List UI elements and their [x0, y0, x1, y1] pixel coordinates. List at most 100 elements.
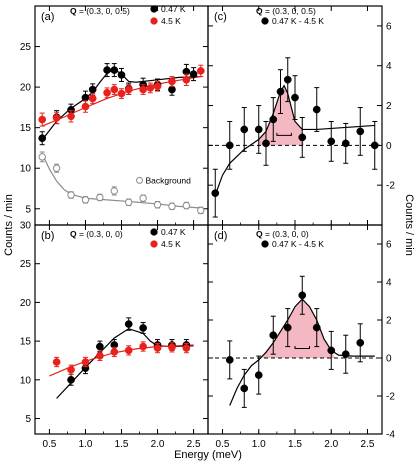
panel-b-legend-label: 0.47 K	[161, 227, 186, 237]
panel-b-xtick-label: 2.5	[187, 439, 201, 450]
panel-a-ytick-label: 10	[20, 164, 32, 175]
panel-a-point	[146, 84, 155, 92]
panel-b-point	[182, 344, 191, 352]
panel-a-point	[96, 193, 104, 202]
panel-c-point	[211, 189, 220, 197]
panel-a-fit-1	[41, 75, 201, 127]
panel-d-q-label: Q = (0.3, 0, 0)	[256, 229, 309, 239]
panel-a-point	[153, 201, 162, 209]
panel-d-point	[240, 384, 249, 393]
panel-a-point	[117, 89, 126, 98]
panel-d-point	[225, 356, 234, 364]
panel-b-ytick-label: 10	[20, 375, 32, 386]
data-layer	[38, 57, 382, 408]
panel-b-point	[81, 358, 90, 366]
panel-a-point	[38, 115, 47, 124]
panel-b-legend-label: 4.5 K	[161, 239, 181, 249]
peak-fill-layer	[258, 85, 335, 358]
panel-a-point	[52, 164, 61, 172]
panel-a-point	[182, 75, 191, 84]
panel-c-point	[262, 139, 270, 148]
panel-a-point	[38, 134, 47, 143]
panel-a-label: (a)	[41, 11, 54, 23]
panel-b-point	[67, 375, 75, 384]
panel-a-legend-label: Background	[146, 175, 192, 185]
panel-d-point	[269, 331, 278, 340]
panel-c-legend-label: 0.47 K - 4.5 K	[272, 16, 324, 26]
panel-b-ytick-label: 15	[20, 337, 32, 348]
panel-d-ytick-label: 4	[386, 278, 392, 289]
panel-b-point	[52, 358, 61, 366]
panel-a-point	[168, 202, 176, 211]
panel-a-point	[81, 102, 90, 111]
panel-d-xtick-label: 1.5	[288, 439, 302, 450]
panel-a-point	[125, 198, 133, 206]
panel-a-point	[189, 70, 198, 78]
panel-d-point	[356, 338, 365, 347]
panel-a-point	[88, 94, 97, 103]
panel-c-point	[312, 105, 321, 114]
panel-a-ytick-label: 25	[20, 42, 32, 53]
panel-a-point	[182, 201, 191, 210]
panel-a-point	[67, 112, 75, 121]
panel-a-point	[197, 206, 205, 215]
panel-c-point	[370, 141, 379, 150]
panel-c-ytick-label: 4	[386, 61, 392, 72]
panel-b-frame	[34, 224, 209, 435]
q-symbol: Q	[70, 229, 77, 239]
panel-c-point	[269, 115, 278, 124]
panel-c-label: (c)	[214, 11, 227, 23]
panel-d-ytick-label: -2	[386, 392, 395, 403]
panel-c-point	[298, 133, 307, 142]
panel-c-point	[356, 127, 365, 136]
panel-a-point	[124, 85, 133, 94]
panel-a-point	[168, 77, 176, 86]
panel-d-ytick-label: -4	[386, 430, 395, 441]
panel-c-point	[327, 137, 336, 146]
q-symbol: Q	[256, 6, 263, 16]
panel-c-legend-marker	[261, 17, 269, 25]
tick-layer	[35, 5, 382, 435]
panel-b-legend-marker	[150, 240, 158, 248]
panel-b-point	[124, 320, 133, 328]
panel-b-legend-marker	[150, 228, 158, 236]
panel-d-label: (d)	[214, 230, 227, 242]
panel-d-legend-label: 0.47 K - 4.5 K	[272, 239, 324, 249]
panel-b-ytick-label: 30	[20, 221, 32, 232]
panel-a-frame	[34, 5, 209, 226]
panel-b-point	[96, 342, 104, 351]
panel-a-point	[81, 93, 90, 102]
panel-c-width-bar	[276, 132, 292, 136]
panel-d-point	[298, 291, 307, 300]
panel-b-xtick-label: 0.5	[42, 439, 56, 450]
panel-c-ytick-label: 2	[386, 101, 392, 112]
panel-c-point	[225, 141, 234, 150]
panel-b-label: (b)	[41, 230, 54, 242]
panel-d-ytick-label: 2	[386, 316, 392, 327]
panel-a-ytick-label: 20	[20, 83, 32, 94]
panel-a-point	[52, 114, 61, 122]
panel-a-point	[67, 191, 75, 199]
panel-d-xtick-label: 2.0	[324, 439, 338, 450]
panel-a-legend-label: 4.5 K	[161, 16, 181, 26]
panel-a-point	[103, 88, 111, 97]
panel-a-point	[153, 82, 162, 91]
panel-c-point	[341, 139, 350, 148]
panel-d-xtick-label: 2.5	[361, 439, 375, 450]
panel-b-q-label: Q = (0.3, 0, 0)	[70, 229, 123, 239]
panel-d-width-bar	[294, 346, 310, 349]
panel-b-xtick-label: 1.5	[115, 439, 129, 450]
panel-c-point	[291, 93, 299, 102]
panel-b-point	[153, 344, 162, 352]
panel-c-q-label: Q = (0.3, 0, 0.5)	[256, 6, 316, 16]
panel-a-point	[139, 85, 147, 94]
panel-a-point	[110, 187, 118, 195]
panel-a-ytick-label: 15	[20, 123, 32, 134]
panel-d-ytick-label: 6	[386, 240, 392, 251]
panel-d-point	[341, 350, 350, 359]
panel-a-point	[168, 85, 176, 94]
panel-c-ytick-label: -2	[386, 181, 395, 192]
panel-a-point	[38, 153, 46, 161]
panel-b-xtick-label: 1.0	[79, 439, 93, 450]
